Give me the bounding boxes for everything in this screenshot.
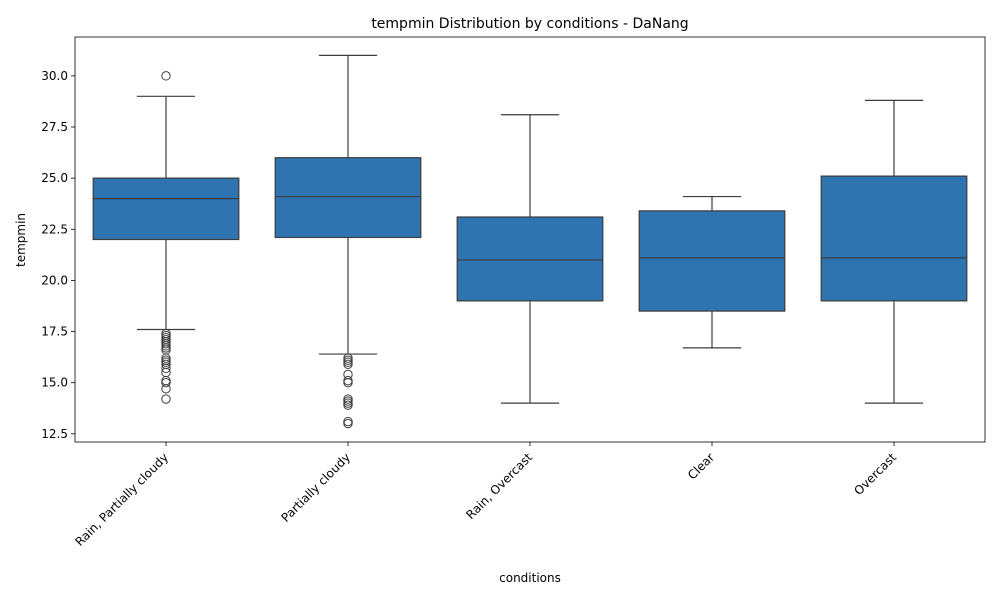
y-tick-label: 20.0	[41, 273, 68, 287]
x-tick-label: Partially cloudy	[278, 450, 353, 525]
x-tick-label: Clear	[685, 450, 717, 482]
box-iqr	[638, 210, 786, 312]
x-tick-label: Overcast	[851, 450, 899, 498]
outlier-point	[161, 71, 171, 81]
x-tick-label: Rain, Partially cloudy	[72, 450, 171, 549]
outlier-point	[343, 375, 353, 386]
y-tick-label: 27.5	[41, 120, 68, 134]
y-tick-label: 30.0	[41, 69, 68, 83]
x-axis-label: conditions	[499, 571, 561, 585]
outlier-point	[343, 418, 353, 429]
y-tick-label: 17.5	[41, 325, 68, 339]
box-group	[638, 195, 786, 349]
y-tick-label: 22.5	[41, 222, 68, 236]
box-group	[456, 114, 604, 404]
outlier-point	[343, 359, 353, 369]
box-iqr	[274, 157, 422, 239]
outlier-point	[161, 384, 171, 394]
box-iqr	[820, 175, 968, 302]
outlier-point	[161, 394, 171, 404]
y-axis-label: tempmin	[14, 213, 28, 267]
outlier-point	[161, 377, 171, 388]
box-iqr	[456, 216, 604, 302]
y-axis: 12.5 15.0 17.5 20.0 22.5 25.0 27.5 30.0	[41, 69, 75, 441]
x-axis: Rain, Partially cloudy Partially cloudy Ra…	[72, 442, 899, 549]
plot-area	[92, 54, 968, 429]
outlier-point	[343, 377, 353, 388]
x-tick-label: Rain, Overcast	[463, 450, 535, 522]
outlier-point	[343, 416, 353, 427]
outlier-point	[161, 363, 171, 374]
box-iqr	[92, 177, 240, 241]
chart-title: tempmin Distribution by conditions - DaN…	[371, 16, 688, 32]
y-tick-label: 25.0	[41, 171, 68, 185]
outlier-point	[161, 375, 171, 386]
y-tick-label: 15.0	[41, 376, 68, 390]
box-group	[92, 71, 240, 404]
box-group	[274, 54, 422, 429]
box-group	[820, 99, 968, 404]
outlier-point	[343, 400, 353, 410]
y-tick-label: 12.5	[41, 427, 68, 441]
